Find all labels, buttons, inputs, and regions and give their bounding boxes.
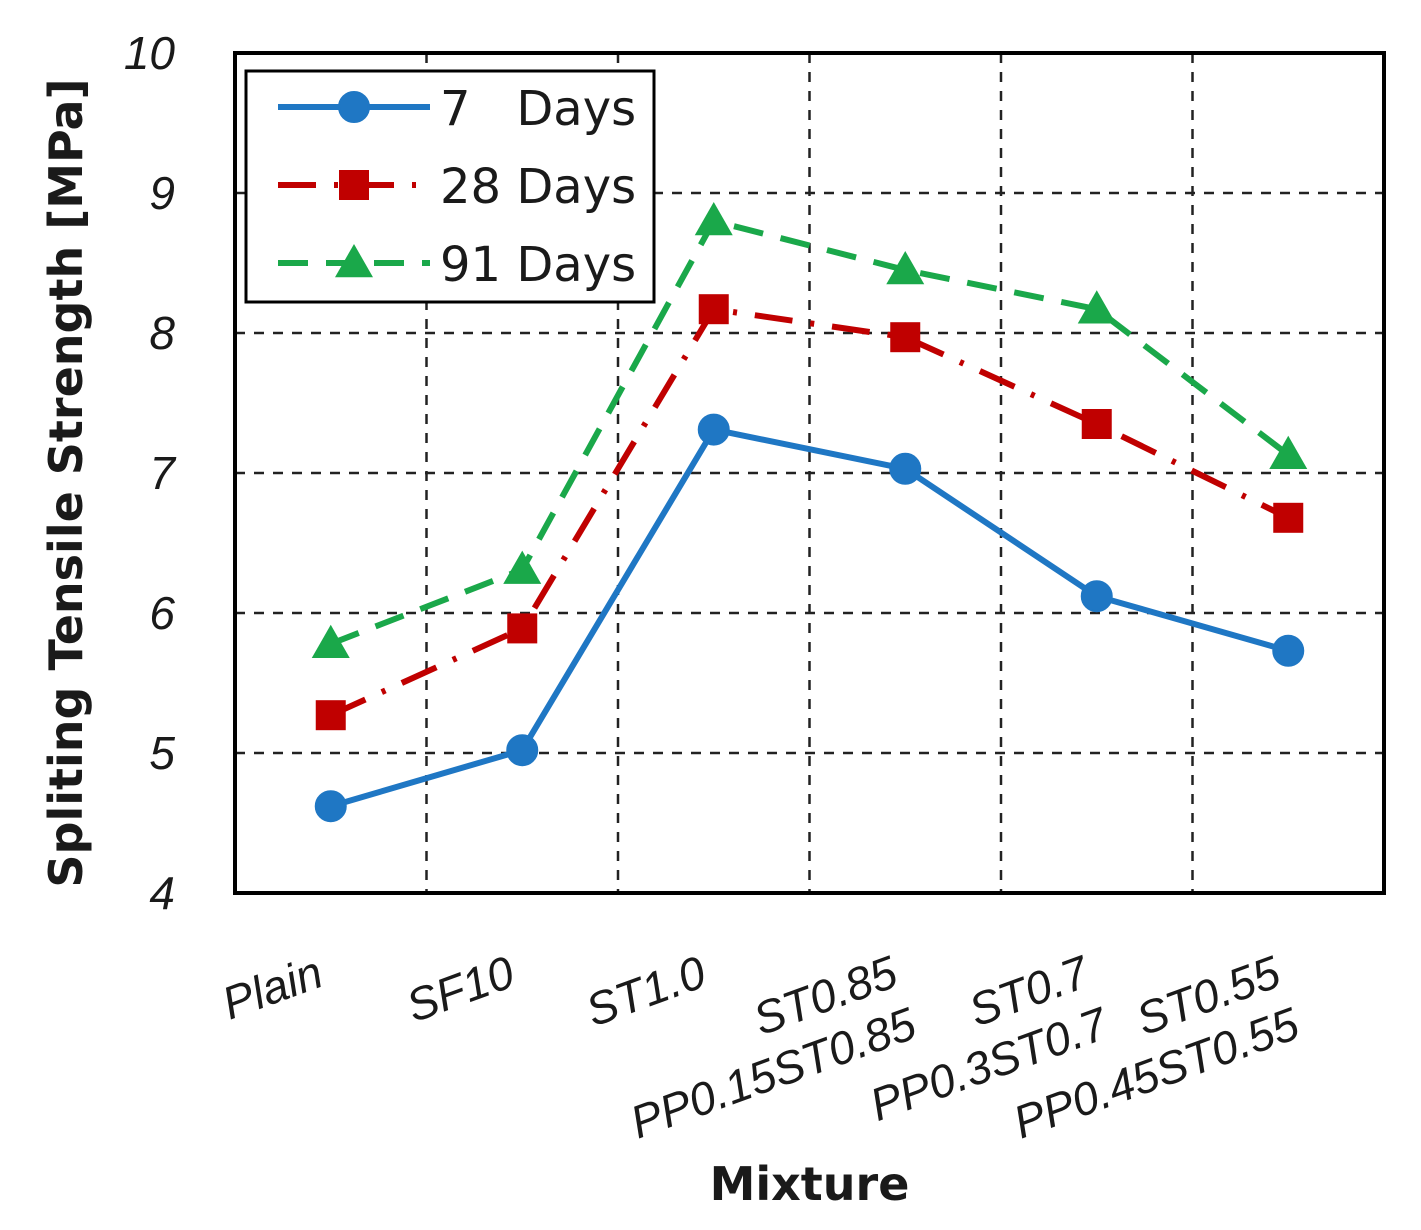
x-tick-label: Plain — [215, 946, 329, 1030]
series-line-1 — [329, 426, 1290, 810]
x-tick-label: SF10 — [400, 945, 521, 1032]
legend-label: 28 Days — [440, 159, 636, 215]
x-axis-title: Mixture — [710, 1157, 910, 1211]
data-point — [886, 251, 925, 285]
legend-marker — [335, 244, 373, 278]
data-point — [506, 734, 539, 767]
legend: 7 Days 28 Days 91 Days — [244, 69, 656, 304]
y-tick-label: 10 — [124, 27, 176, 79]
series-layer — [311, 202, 1308, 823]
data-point — [1081, 409, 1112, 439]
legend-item-3: 91 Days — [278, 237, 636, 293]
y-tick-label: 9 — [149, 167, 175, 219]
y-tick-label: 4 — [149, 867, 175, 919]
data-point — [694, 202, 733, 236]
data-point — [315, 700, 346, 731]
y-axis-title: Spliting Tensile Strength [MPa] — [39, 78, 93, 887]
data-point — [311, 624, 350, 659]
plot-frame — [233, 51, 1386, 895]
y-tick-label: 7 — [149, 447, 176, 499]
legend-label: 7 Days — [440, 81, 636, 137]
data-point — [507, 613, 538, 644]
y-axis-ticks: 4 5 6 7 8 9 10 — [124, 27, 177, 919]
data-point — [1077, 290, 1116, 324]
legend-item-2: 28 Days — [278, 159, 636, 215]
y-tick-label: 6 — [149, 587, 175, 639]
x-axis-ticks: Plain SF10 ST1.0 ST0.85PP0.15ST0.85ST0.7PP0… — [215, 945, 1306, 1148]
series-line-3 — [329, 218, 1291, 647]
data-point — [1273, 502, 1304, 533]
legend-label: 91 Days — [440, 237, 636, 293]
data-point — [889, 452, 922, 485]
legend-items: 7 Days 28 Days 91 Days — [278, 81, 636, 293]
data-point — [503, 550, 542, 584]
data-point — [890, 322, 921, 353]
legend-marker — [338, 91, 370, 123]
legend-item-1: 7 Days — [278, 81, 636, 137]
y-tick-label: 8 — [149, 307, 175, 359]
series-2 — [315, 294, 1304, 731]
y-tick-label: 5 — [149, 727, 175, 779]
series-3 — [311, 202, 1308, 659]
data-point — [1269, 435, 1308, 470]
x-tick-label: ST1.0 — [579, 945, 713, 1036]
data-point — [1080, 580, 1113, 613]
data-point — [314, 790, 347, 823]
data-point — [1272, 634, 1305, 667]
legend-marker — [339, 170, 369, 200]
series-1 — [314, 413, 1305, 823]
data-point — [698, 294, 729, 325]
data-point — [697, 413, 730, 446]
series-line-2 — [329, 306, 1290, 718]
